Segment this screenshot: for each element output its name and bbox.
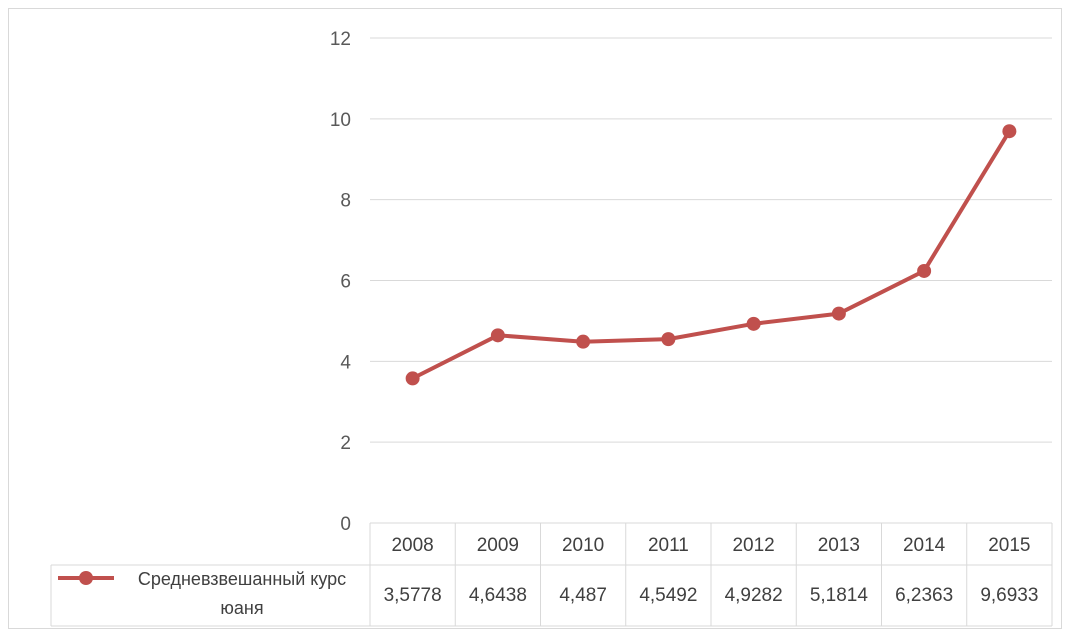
- category-label: 2008: [391, 535, 433, 556]
- y-tick-label: 12: [330, 29, 351, 50]
- category-label: 2011: [648, 535, 689, 556]
- gridlines: [370, 37, 1052, 443]
- series-layer: [405, 124, 1017, 386]
- data-point: [1002, 124, 1017, 139]
- table-value-cell: 4,487: [559, 585, 607, 606]
- chart-frame: [8, 8, 1062, 629]
- legend: Средневзвешанный курс юаня: [58, 569, 346, 618]
- table-value-cell: 6,2363: [895, 585, 953, 606]
- y-tick-label: 2: [340, 433, 351, 454]
- data-point: [490, 328, 505, 343]
- table-value-cell: 9,6933: [980, 585, 1038, 606]
- data-point: [576, 334, 591, 349]
- data-point: [831, 306, 846, 321]
- legend-series-marker: [79, 571, 93, 585]
- table-value-cell: 5,1814: [810, 585, 869, 606]
- category-label: 2014: [903, 535, 946, 556]
- data-point: [661, 332, 676, 347]
- legend-label-line2: юаня: [220, 598, 263, 618]
- table-value-cell: 4,5492: [639, 585, 697, 606]
- table-value-cell: 4,9282: [725, 585, 783, 606]
- data-point: [917, 263, 932, 278]
- category-label: 2010: [562, 535, 604, 556]
- data-point: [405, 371, 420, 386]
- category-label: 2009: [477, 535, 519, 556]
- category-label: 2013: [818, 535, 860, 556]
- table-value-cell: 3,5778: [384, 585, 442, 606]
- y-tick-label: 8: [340, 191, 351, 212]
- y-tick-label: 6: [340, 272, 351, 293]
- category-label: 2015: [988, 535, 1030, 556]
- series-line: [410, 129, 1012, 381]
- legend-label-line1: Средневзвешанный курс: [138, 569, 346, 589]
- y-axis-ticks: 0 2 4 6 8 10 12: [330, 29, 352, 535]
- data-point: [746, 316, 761, 331]
- data-table: 2008 3,5778 2009 4,6438 2010 4,487 2011 4,5492 2…: [50, 522, 1053, 627]
- y-tick-label: 4: [340, 352, 351, 373]
- table-value-cell: 4,6438: [469, 585, 527, 606]
- y-tick-label: 10: [330, 110, 351, 131]
- category-label: 2012: [732, 535, 774, 556]
- y-tick-label: 0: [340, 514, 351, 535]
